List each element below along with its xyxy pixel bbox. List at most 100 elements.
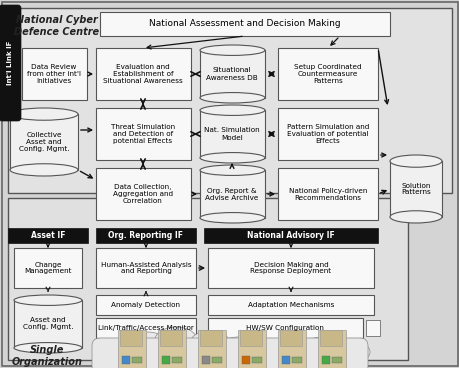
Bar xyxy=(389,161,441,217)
Text: National Cyber
Defence Centre: National Cyber Defence Centre xyxy=(14,15,99,36)
FancyBboxPatch shape xyxy=(277,48,377,100)
Bar xyxy=(10,114,78,170)
Text: Pattern Simulation and
Evaluation of potential
Effects: Pattern Simulation and Evaluation of pot… xyxy=(286,124,369,144)
Bar xyxy=(21,210,407,360)
FancyBboxPatch shape xyxy=(96,248,196,288)
Bar xyxy=(237,330,265,368)
FancyBboxPatch shape xyxy=(207,318,362,338)
Bar xyxy=(118,330,146,368)
Bar xyxy=(281,356,289,364)
Bar xyxy=(200,170,264,218)
FancyBboxPatch shape xyxy=(207,248,373,288)
Bar xyxy=(252,357,262,363)
FancyBboxPatch shape xyxy=(96,108,190,160)
Ellipse shape xyxy=(389,211,441,223)
Ellipse shape xyxy=(10,108,78,120)
FancyBboxPatch shape xyxy=(92,338,367,368)
Bar xyxy=(319,330,341,346)
Ellipse shape xyxy=(200,153,264,163)
Text: Org. Report &
Advise Archive: Org. Report & Advise Archive xyxy=(205,188,258,201)
Bar xyxy=(280,330,302,346)
Ellipse shape xyxy=(200,213,264,223)
Ellipse shape xyxy=(200,105,264,116)
FancyBboxPatch shape xyxy=(22,48,87,100)
Bar xyxy=(203,228,377,243)
Text: Setup Coordinated
Countermeasure
Patterns: Setup Coordinated Countermeasure Pattern… xyxy=(294,64,361,84)
Bar xyxy=(240,330,262,346)
Ellipse shape xyxy=(200,45,264,56)
Text: Int'l Link IF: Int'l Link IF xyxy=(7,41,13,85)
Text: Org. Reporting IF: Org. Reporting IF xyxy=(108,230,183,240)
Text: National Advisory IF: National Advisory IF xyxy=(246,230,334,240)
Text: Data Review
from other int'l
Initiatives: Data Review from other int'l Initiatives xyxy=(27,64,81,84)
Bar xyxy=(96,228,196,243)
Text: National Assessment and Decision Making: National Assessment and Decision Making xyxy=(149,20,340,28)
FancyBboxPatch shape xyxy=(277,108,377,160)
Ellipse shape xyxy=(247,342,283,362)
Text: Decision Making and
Response Deployment: Decision Making and Response Deployment xyxy=(250,262,331,275)
Bar xyxy=(202,356,210,364)
FancyBboxPatch shape xyxy=(96,295,196,315)
Ellipse shape xyxy=(200,165,264,176)
Ellipse shape xyxy=(218,337,257,359)
Bar xyxy=(8,228,88,243)
Ellipse shape xyxy=(200,93,264,103)
Text: Situational
Awareness DB: Situational Awareness DB xyxy=(206,67,257,81)
Bar xyxy=(365,320,379,336)
Text: Threat Simulation
and Detection of
potential Effects: Threat Simulation and Detection of poten… xyxy=(111,124,175,144)
Bar xyxy=(212,357,222,363)
Bar xyxy=(200,50,264,98)
Text: Solution
Patterns: Solution Patterns xyxy=(400,183,430,195)
Text: National Policy-driven
Recommendations: National Policy-driven Recommendations xyxy=(288,188,366,201)
Bar xyxy=(162,356,170,364)
Bar xyxy=(160,330,182,346)
Bar xyxy=(13,203,407,360)
Bar xyxy=(317,330,345,368)
Bar xyxy=(8,198,407,360)
Bar xyxy=(200,110,264,158)
Ellipse shape xyxy=(389,155,441,167)
FancyBboxPatch shape xyxy=(100,12,389,36)
Text: Single
Organization: Single Organization xyxy=(12,345,83,367)
Bar xyxy=(120,330,142,346)
Ellipse shape xyxy=(10,164,78,176)
Bar xyxy=(122,356,130,364)
Ellipse shape xyxy=(190,331,230,355)
Bar xyxy=(291,357,302,363)
Bar xyxy=(18,208,407,360)
Text: Collective
Asset and
Config. Mgmt.: Collective Asset and Config. Mgmt. xyxy=(19,132,69,152)
Text: Anomaly Detection: Anomaly Detection xyxy=(111,302,180,308)
Ellipse shape xyxy=(302,337,340,359)
Bar xyxy=(197,330,225,368)
Ellipse shape xyxy=(274,339,313,361)
Bar xyxy=(172,357,182,363)
Ellipse shape xyxy=(129,332,167,356)
Bar xyxy=(200,330,222,346)
Text: Adaptation Mechanisms: Adaptation Mechanisms xyxy=(247,302,333,308)
FancyBboxPatch shape xyxy=(207,295,373,315)
Bar xyxy=(8,8,451,193)
FancyBboxPatch shape xyxy=(96,48,190,100)
Bar xyxy=(157,330,185,368)
Text: Link/Traffic/Access Monitor: Link/Traffic/Access Monitor xyxy=(98,325,194,331)
Bar xyxy=(132,357,142,363)
Text: Change
Management: Change Management xyxy=(24,262,72,275)
Ellipse shape xyxy=(14,295,82,305)
FancyBboxPatch shape xyxy=(14,248,82,288)
Bar xyxy=(331,357,341,363)
Text: Data Collection,
Aggregation and
Correlation: Data Collection, Aggregation and Correla… xyxy=(113,184,173,204)
Text: Asset IF: Asset IF xyxy=(31,230,65,240)
Bar xyxy=(241,356,249,364)
FancyBboxPatch shape xyxy=(277,168,377,220)
Ellipse shape xyxy=(14,343,82,353)
FancyBboxPatch shape xyxy=(0,5,21,121)
Ellipse shape xyxy=(100,339,140,361)
FancyBboxPatch shape xyxy=(96,168,190,220)
Bar xyxy=(11,201,407,360)
Ellipse shape xyxy=(155,327,196,353)
Text: Asset and
Config. Mgmt.: Asset and Config. Mgmt. xyxy=(22,318,73,330)
Text: Nat. Simulation
Model: Nat. Simulation Model xyxy=(204,127,259,141)
Bar xyxy=(277,330,305,368)
Ellipse shape xyxy=(329,341,369,363)
Text: HW/SW Configuration: HW/SW Configuration xyxy=(246,325,323,331)
